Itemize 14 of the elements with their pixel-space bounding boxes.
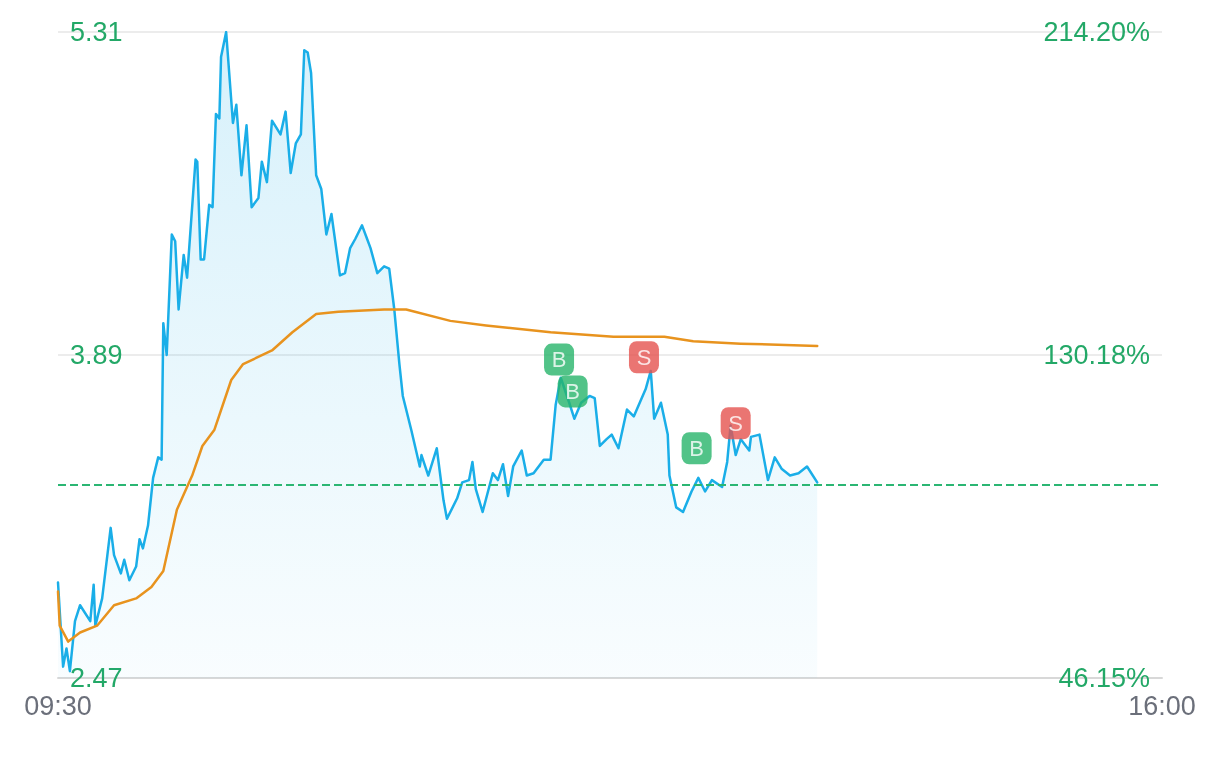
y-tick-label: 3.89 bbox=[70, 340, 123, 370]
data-label: B bbox=[551, 347, 567, 373]
y2-tick-label: 214.20% bbox=[1043, 17, 1150, 47]
y2-tick-label: 130.18% bbox=[1043, 339, 1150, 370]
y-tick-label: 2.47 bbox=[70, 663, 123, 693]
data-label: B bbox=[689, 435, 704, 461]
x-tick-label: 09:30 bbox=[24, 690, 92, 721]
data-label: S bbox=[728, 410, 744, 436]
y-tick-label: 5.31 bbox=[70, 17, 123, 47]
line-series bbox=[56, 308, 819, 643]
data-label: B bbox=[565, 378, 580, 404]
data-label: S bbox=[636, 344, 652, 370]
x-tick-label: 16:00 bbox=[1128, 690, 1196, 721]
y2-tick-label: 46.15% bbox=[1058, 663, 1150, 693]
